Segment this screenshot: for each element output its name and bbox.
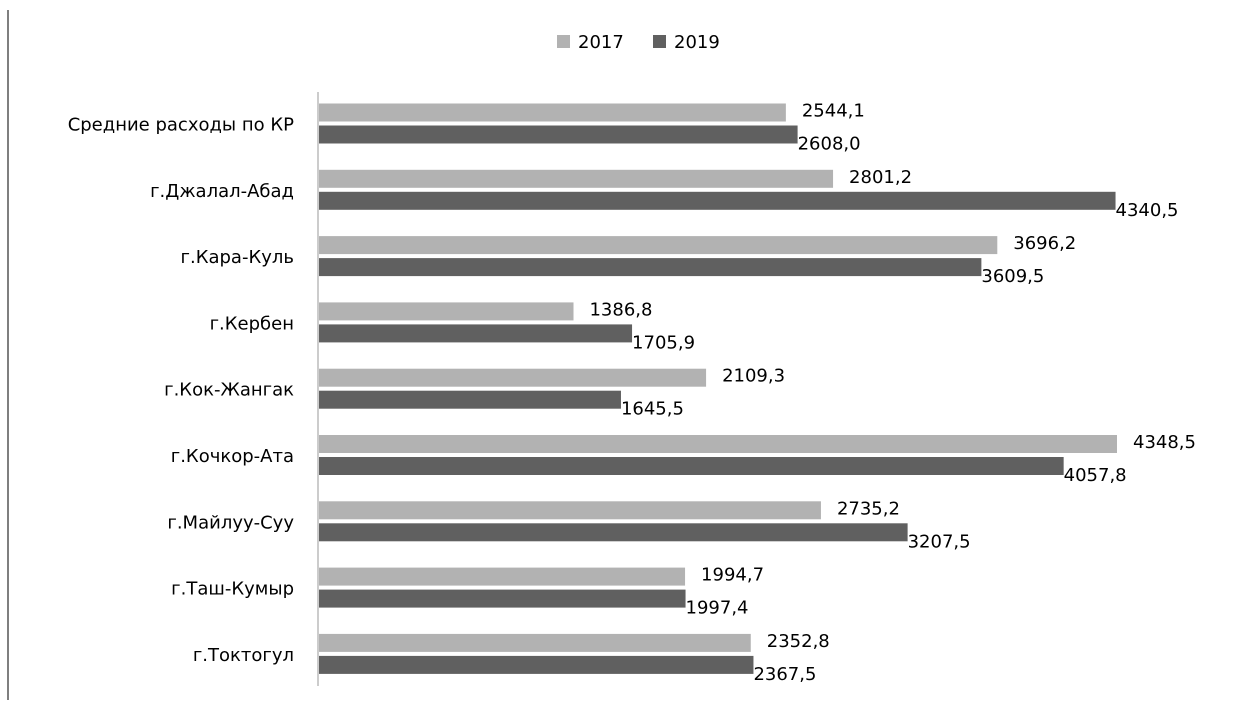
data-label-2017: 1386,8 xyxy=(589,299,652,320)
bars-group xyxy=(319,103,1117,674)
bar-2019 xyxy=(319,191,1116,210)
bar-2017 xyxy=(319,236,998,255)
bar-2017 xyxy=(319,567,686,586)
bar-2019 xyxy=(319,457,1064,475)
data-label-2017: 2352,8 xyxy=(767,631,830,652)
category-label: г.Токтогул xyxy=(193,645,294,666)
category-label: г.Кербен xyxy=(210,313,294,334)
data-label-2019: 1705,9 xyxy=(632,332,695,353)
bar-2019 xyxy=(319,589,686,608)
bar-2019 xyxy=(319,655,754,674)
category-label: г.Майлуу-Суу xyxy=(167,512,294,533)
data-label-2017: 2801,2 xyxy=(849,167,912,188)
category-label: г.Кочкор-Ата xyxy=(171,446,294,467)
legend-label-2017: 2017 xyxy=(578,32,624,53)
bar-2017 xyxy=(319,501,821,520)
category-label: г.Джалал-Абад xyxy=(150,181,294,202)
bar-2017 xyxy=(319,302,574,321)
data-label-2017: 4348,5 xyxy=(1133,432,1196,453)
data-label-2019: 2608,0 xyxy=(798,134,861,155)
legend-swatch-2017 xyxy=(557,35,570,48)
bar-2017 xyxy=(319,103,786,122)
bar-2019 xyxy=(319,324,633,343)
legend-swatch-2019 xyxy=(653,35,666,48)
data-labels: 2544,1 2608,0 2801,2 4340,5 3696,2 3609,5 1386… xyxy=(589,101,1195,685)
bar-2019 xyxy=(319,390,621,409)
data-label-2019: 1645,5 xyxy=(621,399,684,420)
category-label: г.Таш-Кумыр xyxy=(171,579,294,600)
category-label: Средние расходы по КР xyxy=(68,115,294,136)
data-label-2017: 2735,2 xyxy=(837,498,900,519)
data-label-2019: 1997,4 xyxy=(686,598,749,619)
category-labels: Средние расходы по КР г.Джалал-Абад г.Кара… xyxy=(68,115,295,666)
legend-label-2019: 2019 xyxy=(674,32,720,53)
legend: 2017 2019 xyxy=(557,32,720,53)
data-label-2019: 3609,5 xyxy=(981,266,1044,287)
bar-2017 xyxy=(319,435,1117,453)
category-label: г.Кок-Жангак xyxy=(164,380,294,401)
bar-2019 xyxy=(319,523,908,542)
data-label-2019: 4340,5 xyxy=(1116,200,1179,221)
data-label-2019: 4057,8 xyxy=(1064,465,1127,486)
bar-2019 xyxy=(319,125,798,144)
bar-2019 xyxy=(319,258,982,277)
data-label-2017: 2544,1 xyxy=(802,101,865,122)
data-label-2019: 2367,5 xyxy=(753,664,816,685)
bar-2017 xyxy=(319,169,834,188)
category-label: г.Кара-Куль xyxy=(181,247,294,268)
bar-2017 xyxy=(319,368,707,387)
data-label-2017: 2109,3 xyxy=(722,366,785,387)
data-label-2017: 1994,7 xyxy=(701,565,764,586)
data-label-2017: 3696,2 xyxy=(1013,233,1076,254)
bar-2017 xyxy=(319,633,751,652)
data-label-2019: 3207,5 xyxy=(908,531,971,552)
